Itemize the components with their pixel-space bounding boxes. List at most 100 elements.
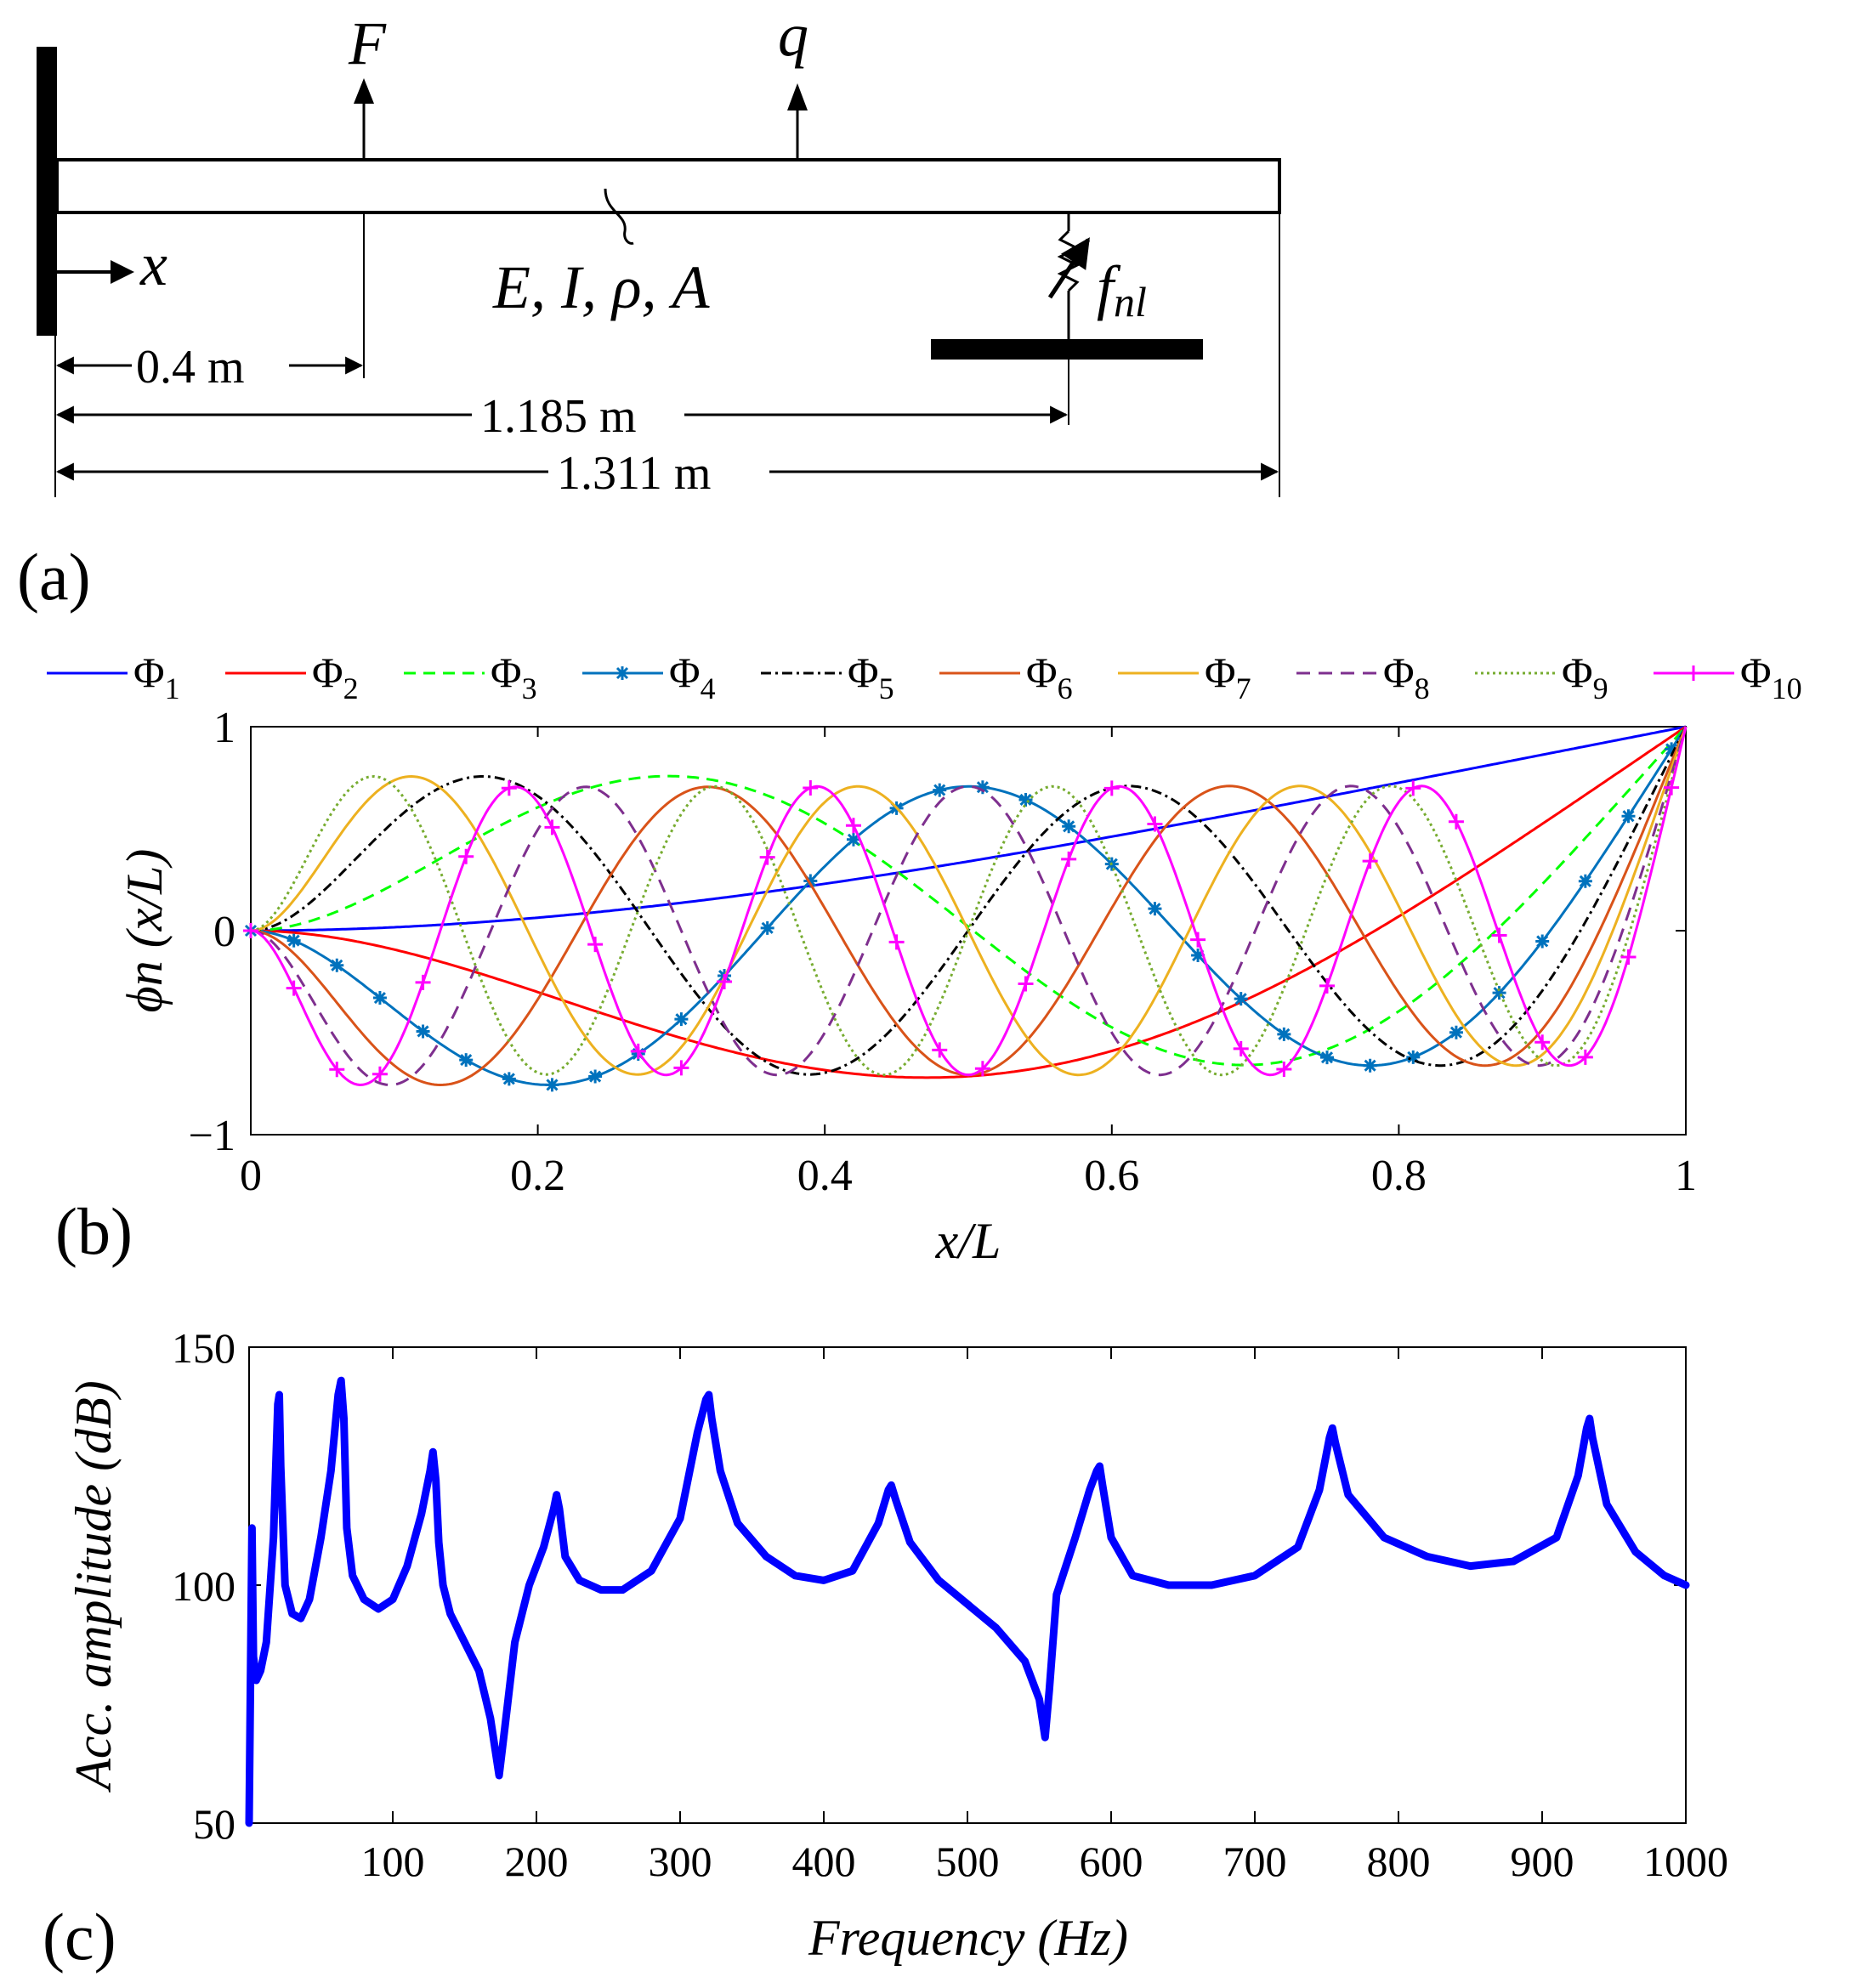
- nonlinear-label: fnl: [1097, 253, 1147, 326]
- dim-length-label: 1.311 m: [557, 447, 711, 500]
- legend-item-10: Φ10: [1654, 649, 1802, 705]
- y-tick-label-b: 1: [213, 704, 235, 752]
- mode-shape-line-4: [250, 726, 1688, 1087]
- x-tick-label-b: 0.8: [1371, 1152, 1427, 1200]
- legend-label: Φ8: [1383, 649, 1430, 705]
- beam: [55, 158, 1281, 214]
- panel-c-label: (c): [43, 1900, 116, 1974]
- marker-plus: [673, 1060, 689, 1076]
- y-tick-label-c: 100: [172, 1562, 235, 1610]
- marker-star: [1062, 819, 1076, 834]
- panel-c-frequency-response: 100 200 300 400 500 600 700 800 900 100050100150 …: [43, 1324, 1728, 1974]
- legend-label: Φ1: [133, 649, 180, 705]
- marker-star: [1578, 874, 1592, 888]
- marker-plus: [888, 934, 905, 950]
- load-label: q: [778, 1, 808, 69]
- legend-label: Φ3: [491, 649, 537, 705]
- marker-star: [1406, 1050, 1421, 1064]
- dimension-length: 1.311 m: [55, 447, 1279, 500]
- properties-label: E, I, ρ, A: [492, 253, 711, 321]
- mode-shape-line-9: [250, 726, 1688, 1077]
- marker-plus: [1319, 977, 1335, 994]
- legend-item-9: Φ9: [1475, 649, 1608, 705]
- marker-star: [1363, 1058, 1377, 1073]
- legend-item-1: Φ1: [47, 649, 180, 705]
- marker-plus: [803, 779, 819, 796]
- marker-plus: [1405, 780, 1421, 796]
- marker-plus: [1190, 932, 1206, 948]
- marker-plus: [458, 848, 474, 864]
- x-tick-label-c: 300: [649, 1838, 712, 1885]
- x-axis-label-c: Frequency (Hz): [808, 1910, 1128, 1966]
- legend-label: Φ6: [1026, 649, 1073, 705]
- marker-star: [1665, 742, 1679, 756]
- legend-label: Φ5: [848, 649, 894, 705]
- mode-shape-line-3: [251, 725, 1688, 1067]
- marker-plus: [1491, 927, 1507, 943]
- load-arrow-head: [787, 83, 808, 110]
- marker-plus: [1448, 813, 1464, 830]
- marker-plus: [974, 1061, 990, 1077]
- marker-star: [1320, 1051, 1334, 1065]
- marker-star: [674, 1012, 689, 1027]
- marker-plus: [1018, 976, 1034, 992]
- y-axis-label-c: Acc. amplitude (dB): [65, 1380, 122, 1793]
- legend-label: Φ7: [1205, 649, 1251, 705]
- marker-star: [416, 1024, 430, 1039]
- marker-plus: [759, 849, 775, 865]
- marker-star: [545, 1078, 559, 1092]
- legend-label: Φ10: [1740, 649, 1802, 705]
- marker-star: [1234, 992, 1248, 1006]
- marker-star: [1621, 809, 1636, 824]
- y-tick-label-b: −1: [189, 1112, 235, 1160]
- marker-plus: [1103, 780, 1120, 796]
- marker-star: [1148, 902, 1162, 916]
- marker-star: [459, 1053, 474, 1068]
- marker-star: [1449, 1025, 1463, 1039]
- x-tick-label-c: 1000: [1643, 1838, 1728, 1885]
- marker-plus: [1577, 1049, 1593, 1065]
- legend-item-2: Φ2: [225, 649, 359, 705]
- marker-plus: [717, 973, 733, 989]
- marker-star: [846, 832, 860, 847]
- x-tick-label-c: 500: [936, 1838, 1000, 1885]
- legend-item-8: Φ8: [1296, 649, 1430, 705]
- ground: [931, 339, 1203, 360]
- marker-star: [1018, 792, 1033, 807]
- x-tick-label-c: 200: [505, 1838, 569, 1885]
- x-tick-label-b: 1: [1675, 1152, 1697, 1200]
- marker-star: [588, 1069, 603, 1084]
- legend-label: Φ9: [1562, 649, 1608, 705]
- mode-shape-line-2: [251, 725, 1687, 1079]
- marker-star: [933, 783, 947, 797]
- frf-curve: [245, 1376, 1690, 1827]
- marker-plus: [372, 1066, 388, 1082]
- x-axis-label: x: [139, 230, 167, 298]
- marker-star: [1277, 1027, 1291, 1041]
- plot-area-c: [248, 1346, 1687, 1824]
- dimension-nonlinear: 1.185 m: [55, 390, 1069, 443]
- marker-plus: [1147, 816, 1163, 832]
- force-arrow-head: [354, 78, 374, 104]
- marker-star: [1535, 934, 1550, 949]
- marker-star: [372, 991, 387, 1005]
- marker-plus: [1276, 1061, 1292, 1077]
- marker-plus: [286, 980, 302, 996]
- x-tick-label-c: 800: [1367, 1838, 1431, 1885]
- marker-plus: [415, 974, 431, 990]
- x-tick-label-c: 400: [792, 1838, 856, 1885]
- force-label: F: [348, 9, 387, 77]
- dimension-force: 0.4 m: [55, 341, 364, 394]
- x-axis-arrow-head: [111, 260, 134, 284]
- marker-plus: [544, 819, 560, 835]
- legend-item-3: Φ3: [404, 649, 537, 705]
- mode-shape-line-10: [250, 726, 1688, 1087]
- mode-shape-line-8: [250, 726, 1688, 1087]
- marker-plus: [1620, 949, 1637, 966]
- marker-star: [803, 874, 818, 888]
- legend-item-5: Φ5: [761, 649, 894, 705]
- marker-plus: [1534, 1034, 1551, 1051]
- marker-star: [1492, 986, 1506, 1000]
- marker-plus: [1664, 779, 1680, 796]
